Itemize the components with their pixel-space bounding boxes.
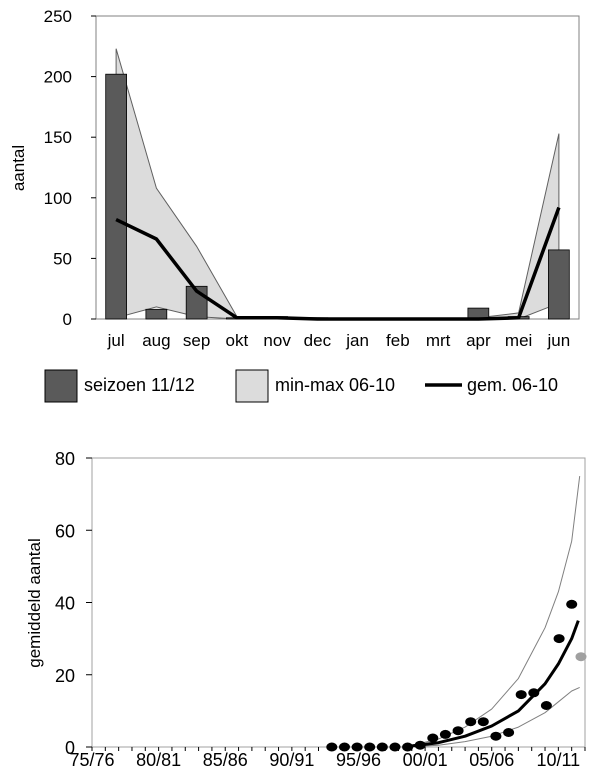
monthly-y-axis-label: aantal: [9, 145, 28, 191]
y-tick-label-100: 100: [44, 189, 72, 208]
x-tick-label-90-91: 90/91: [269, 750, 314, 770]
legend-swatch-bar: [44, 369, 78, 403]
data-point: [503, 728, 515, 737]
legend-label-minmax: min-max 06-10: [275, 375, 395, 395]
legend-swatch-band: [235, 369, 269, 403]
data-point: [477, 717, 489, 727]
data-point: [439, 729, 451, 739]
y-tick-label-20: 20: [55, 666, 75, 686]
data-point: [528, 688, 540, 698]
x-tick-label-mei: mei: [505, 331, 532, 350]
data-point: [553, 634, 565, 644]
x-tick-label-10-11: 10/11: [536, 750, 580, 770]
data-point: [414, 740, 426, 750]
legend-label-mean: gem. 06-10: [467, 375, 558, 395]
x-tick-label-okt: okt: [226, 331, 249, 350]
mean-line: [115, 206, 561, 321]
y-tick-label-50: 50: [53, 249, 72, 268]
data-point: [452, 726, 464, 736]
x-tick-label-00-01: 00/01: [403, 750, 448, 770]
y-tick-label-0: 0: [65, 738, 75, 758]
y-tick-label-40: 40: [55, 594, 75, 614]
data-point: [515, 690, 527, 700]
x-tick-label-feb: feb: [386, 331, 410, 350]
data-point: [364, 742, 376, 752]
data-point: [427, 733, 439, 743]
monthly-chart: 0 50 100 150 200 250 jul aug sep okt nov dec jan feb…: [9, 7, 580, 403]
data-point: [566, 599, 578, 609]
x-tick-label-85-86: 85/86: [203, 750, 248, 770]
bar-jun: [548, 249, 570, 320]
trend-plot-frame: [91, 457, 586, 748]
data-point: [351, 742, 363, 752]
legend-label-season: seizoen 11/12: [84, 375, 195, 395]
data-point: [465, 717, 477, 727]
data-point: [402, 742, 414, 752]
x-tick-label-apr: apr: [466, 331, 491, 350]
y-tick-label-80: 80: [55, 449, 75, 469]
monthly-x-ticks: jul aug sep okt nov dec jan feb mrt apr mei jun: [107, 331, 571, 350]
trend-line-layer: [411, 620, 580, 748]
data-point: [389, 742, 401, 752]
data-point: [540, 701, 552, 710]
trend-y-ticks: 0 20 40 60 80: [55, 449, 92, 758]
x-tick-label-sep: sep: [183, 331, 210, 350]
monthly-y-ticks: 0 50 100 150 200 250: [44, 7, 96, 329]
trend-line: [411, 620, 580, 748]
x-tick-label-80-81: 80/81: [136, 750, 181, 770]
estimate-point: [575, 652, 587, 662]
x-tick-label-jan: jan: [345, 331, 369, 350]
trend-chart: 0 20 40 60 80 75/76 80/81 85/86 90/91 95/96 00/01…: [25, 449, 587, 770]
x-tick-label-05-06: 05/06: [469, 750, 514, 770]
y-tick-label-150: 150: [44, 128, 72, 147]
trend-y-axis-label: gemiddeld aantal: [25, 538, 44, 667]
y-tick-label-250: 250: [44, 7, 72, 26]
legend: seizoen 11/12 min-max 06-10 gem. 06-10: [44, 369, 558, 403]
bar-jul: [105, 73, 127, 320]
y-tick-label-0: 0: [63, 310, 72, 329]
x-tick-label-jun: jun: [547, 331, 571, 350]
y-tick-label-200: 200: [44, 68, 72, 87]
ci-lower-line: [411, 686, 580, 748]
points-layer: [326, 599, 587, 752]
x-tick-label-nov: nov: [263, 331, 291, 350]
y-tick-label-60: 60: [55, 521, 75, 541]
x-tick-label-75-76: 75/76: [69, 750, 114, 770]
data-point: [490, 731, 502, 741]
x-tick-label-jul: jul: [107, 331, 125, 350]
x-tick-label-mrt: mrt: [426, 331, 451, 350]
bar-aug: [145, 308, 168, 320]
data-point: [339, 742, 350, 752]
mean-line-layer: [115, 206, 561, 321]
x-tick-label-aug: aug: [142, 331, 170, 350]
trend-x-ticks: 75/76 80/81 85/86 90/91 95/96 00/01 05/06 10/11: [69, 747, 586, 770]
x-tick-label-95-96: 95/96: [336, 750, 381, 770]
x-tick-label-dec: dec: [304, 331, 332, 350]
